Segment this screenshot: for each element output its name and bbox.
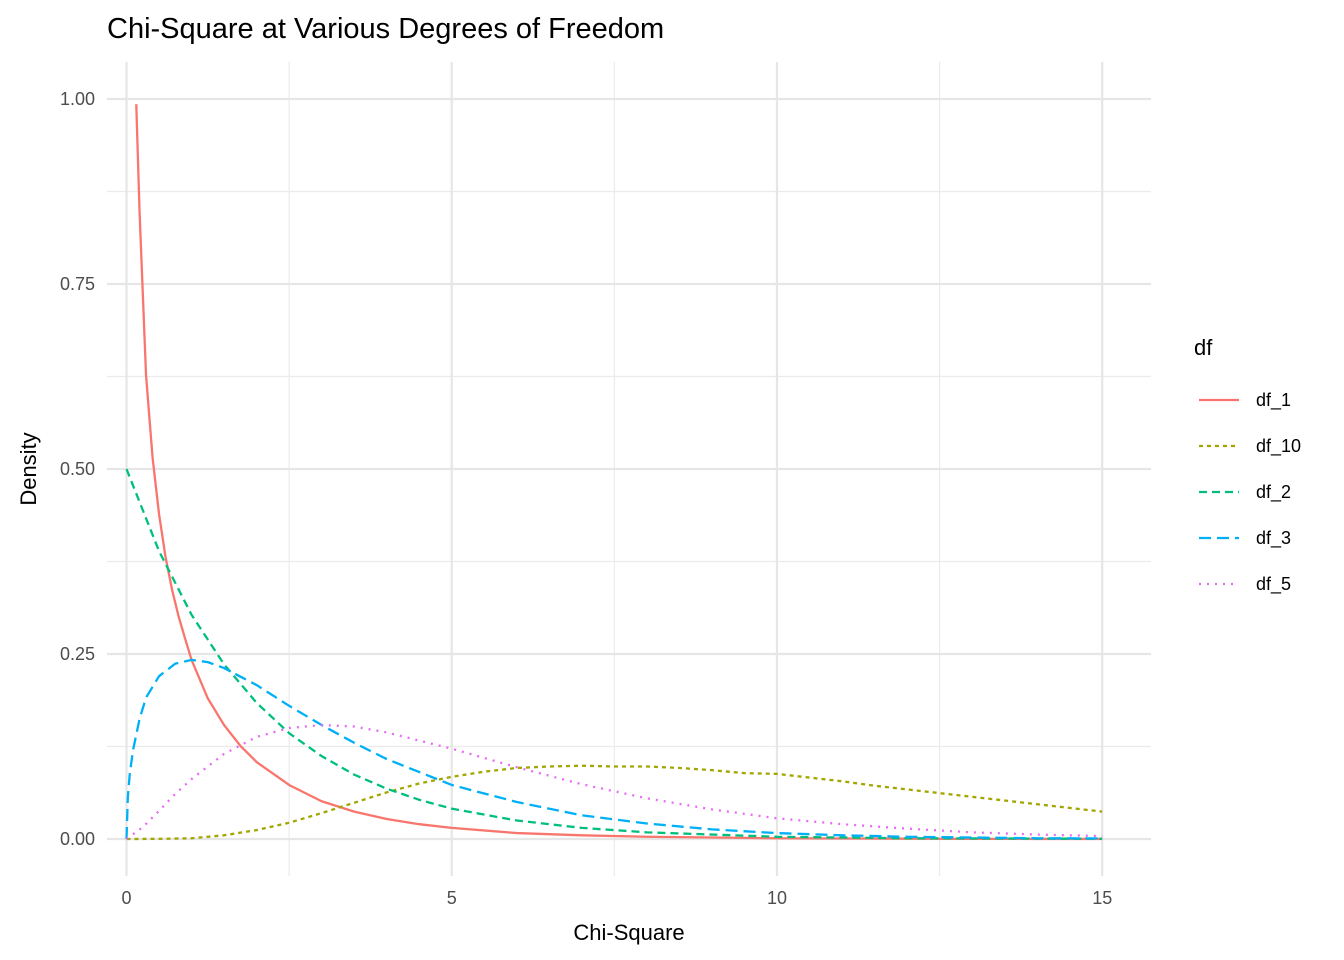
y-tick-label: 0.50 [60, 459, 95, 479]
legend: df df_1 df_10 df_2 df_3 df_5 [1194, 335, 1301, 595]
x-axis-title: Chi-Square [573, 920, 684, 945]
legend-label-df_1: df_1 [1256, 390, 1291, 411]
legend-label-df_5: df_5 [1256, 574, 1291, 595]
x-tick-label: 5 [447, 888, 457, 908]
series-line-df_10 [126, 764, 1103, 841]
major-gridlines [107, 62, 1151, 876]
x-tick-label: 10 [767, 888, 787, 908]
x-tick-label: 0 [122, 888, 132, 908]
y-tick-label: 0.75 [60, 274, 95, 294]
y-tick-label: 0.00 [60, 829, 95, 849]
y-tick-label: 1.00 [60, 89, 95, 109]
legend-items: df_1 df_10 df_2 df_3 df_5 [1199, 390, 1301, 595]
series-line-df_5 [125, 723, 1103, 840]
y-tick-label: 0.25 [60, 644, 95, 664]
series-line-df_1 [135, 104, 1103, 841]
x-tick-label: 15 [1092, 888, 1112, 908]
minor-gridlines [107, 62, 1151, 876]
legend-title: df [1194, 335, 1213, 360]
legend-label-df_2: df_2 [1256, 482, 1291, 503]
legend-label-df_3: df_3 [1256, 528, 1291, 549]
y-axis-ticks: 0.00 0.25 0.50 0.75 1.00 [60, 89, 95, 849]
series-layer [125, 104, 1103, 841]
series-line-df_2 [125, 468, 1103, 840]
x-axis-ticks: 0 5 10 15 [122, 888, 1113, 908]
legend-label-df_10: df_10 [1256, 436, 1301, 457]
y-axis-title: Density [16, 432, 41, 505]
chart-title: Chi-Square at Various Degrees of Freedom [107, 13, 664, 45]
